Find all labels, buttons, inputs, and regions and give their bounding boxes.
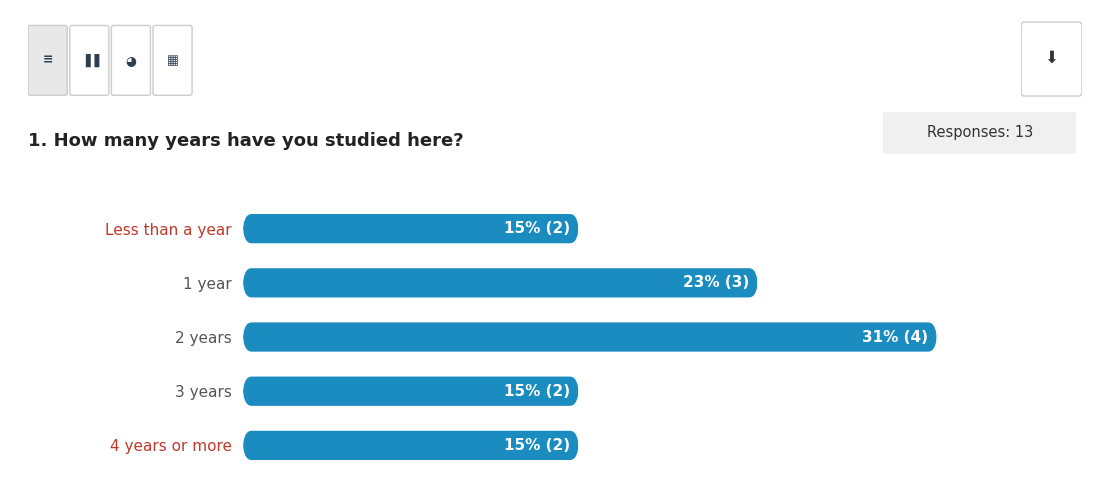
Text: Responses: 13: Responses: 13 [926, 125, 1033, 140]
FancyBboxPatch shape [243, 268, 758, 298]
Text: ▐▐: ▐▐ [79, 54, 99, 67]
FancyBboxPatch shape [153, 26, 192, 95]
FancyBboxPatch shape [1021, 22, 1082, 96]
Bar [243, 377, 578, 405]
Text: ◕: ◕ [126, 54, 137, 67]
FancyBboxPatch shape [879, 112, 1081, 154]
Text: 23% (3): 23% (3) [682, 276, 749, 290]
Text: 31% (4): 31% (4) [862, 330, 927, 344]
Bar [243, 323, 937, 351]
FancyBboxPatch shape [112, 26, 150, 95]
FancyBboxPatch shape [243, 322, 937, 352]
Text: ▦: ▦ [167, 54, 179, 67]
Text: 15% (2): 15% (2) [503, 221, 570, 236]
FancyBboxPatch shape [70, 26, 109, 95]
FancyBboxPatch shape [243, 214, 578, 243]
Bar [243, 431, 578, 460]
FancyBboxPatch shape [243, 431, 578, 460]
Text: 15% (2): 15% (2) [503, 384, 570, 399]
Bar [243, 269, 757, 297]
FancyBboxPatch shape [29, 26, 67, 95]
Text: 15% (2): 15% (2) [503, 438, 570, 453]
Text: ⬇: ⬇ [1044, 49, 1059, 66]
FancyBboxPatch shape [243, 376, 578, 406]
Text: ≡: ≡ [42, 54, 53, 67]
Text: 1. How many years have you studied here?: 1. How many years have you studied here? [28, 132, 464, 150]
Bar [243, 215, 578, 243]
